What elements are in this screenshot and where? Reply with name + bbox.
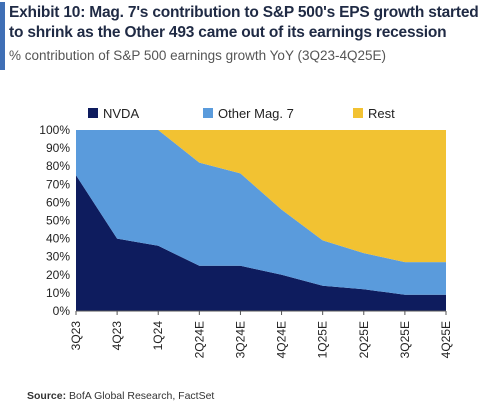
legend-swatch — [203, 108, 213, 118]
legend-label: NVDA — [103, 106, 139, 121]
x-tick-label: 2Q25E — [357, 321, 371, 358]
area-layers — [76, 130, 446, 311]
area-rest — [76, 130, 446, 263]
chart-axes: 0% 10% 20% 30% 40% 50% 60% 70% 80% 90% 100% 3Q23 4Q2… — [39, 123, 453, 358]
legend-label: Rest — [368, 106, 395, 121]
x-tick-label: 3Q23 — [69, 321, 83, 351]
area-nvda — [76, 175, 446, 311]
y-tick-label: 100% — [39, 123, 70, 137]
y-tick-label: 50% — [46, 214, 70, 228]
y-tick-label: 20% — [46, 268, 70, 282]
y-tick-label: 40% — [46, 232, 70, 246]
y-tick-label: 80% — [46, 159, 70, 173]
title-accent-bar — [0, 2, 5, 70]
x-tick-label: 3Q25E — [398, 321, 412, 358]
x-tick-label: 4Q24E — [275, 321, 289, 358]
y-tick-label: 70% — [46, 177, 70, 191]
legend-label: Other Mag. 7 — [218, 106, 294, 121]
x-tick-label: 1Q25E — [316, 321, 330, 358]
legend-item-nvda: NVDA — [88, 106, 139, 121]
y-tick-label: 60% — [46, 195, 70, 209]
x-tick-label: 4Q23 — [110, 321, 124, 351]
y-tick-label: 0% — [53, 304, 71, 318]
x-tick-label: 1Q24 — [151, 321, 165, 351]
y-tick-label: 90% — [46, 141, 70, 155]
source-note: Source: BofA Global Research, FactSet — [27, 390, 214, 402]
source-text: BofA Global Research, FactSet — [69, 390, 215, 402]
y-tick-label: 30% — [46, 250, 70, 264]
legend-item-other-mag-7: Other Mag. 7 — [203, 106, 294, 121]
area-other-mag-7 — [76, 130, 446, 295]
chart-title: Exhibit 10: Mag. 7's contribution to S&P… — [9, 4, 479, 41]
legend-swatch — [88, 108, 98, 118]
legend-item-rest: Rest — [353, 106, 395, 121]
chart-legend: NVDA Other Mag. 7 Rest — [88, 106, 395, 121]
source-label: Source: — [27, 390, 67, 402]
x-tick-label: 4Q25E — [439, 321, 453, 358]
y-tick-label: 10% — [46, 286, 70, 300]
x-tick-label: 2Q24E — [192, 321, 206, 358]
chart-subtitle: % contribution of S&P 500 earnings growt… — [9, 48, 386, 63]
x-tick-label: 3Q24E — [233, 321, 247, 358]
legend-swatch — [353, 108, 363, 118]
